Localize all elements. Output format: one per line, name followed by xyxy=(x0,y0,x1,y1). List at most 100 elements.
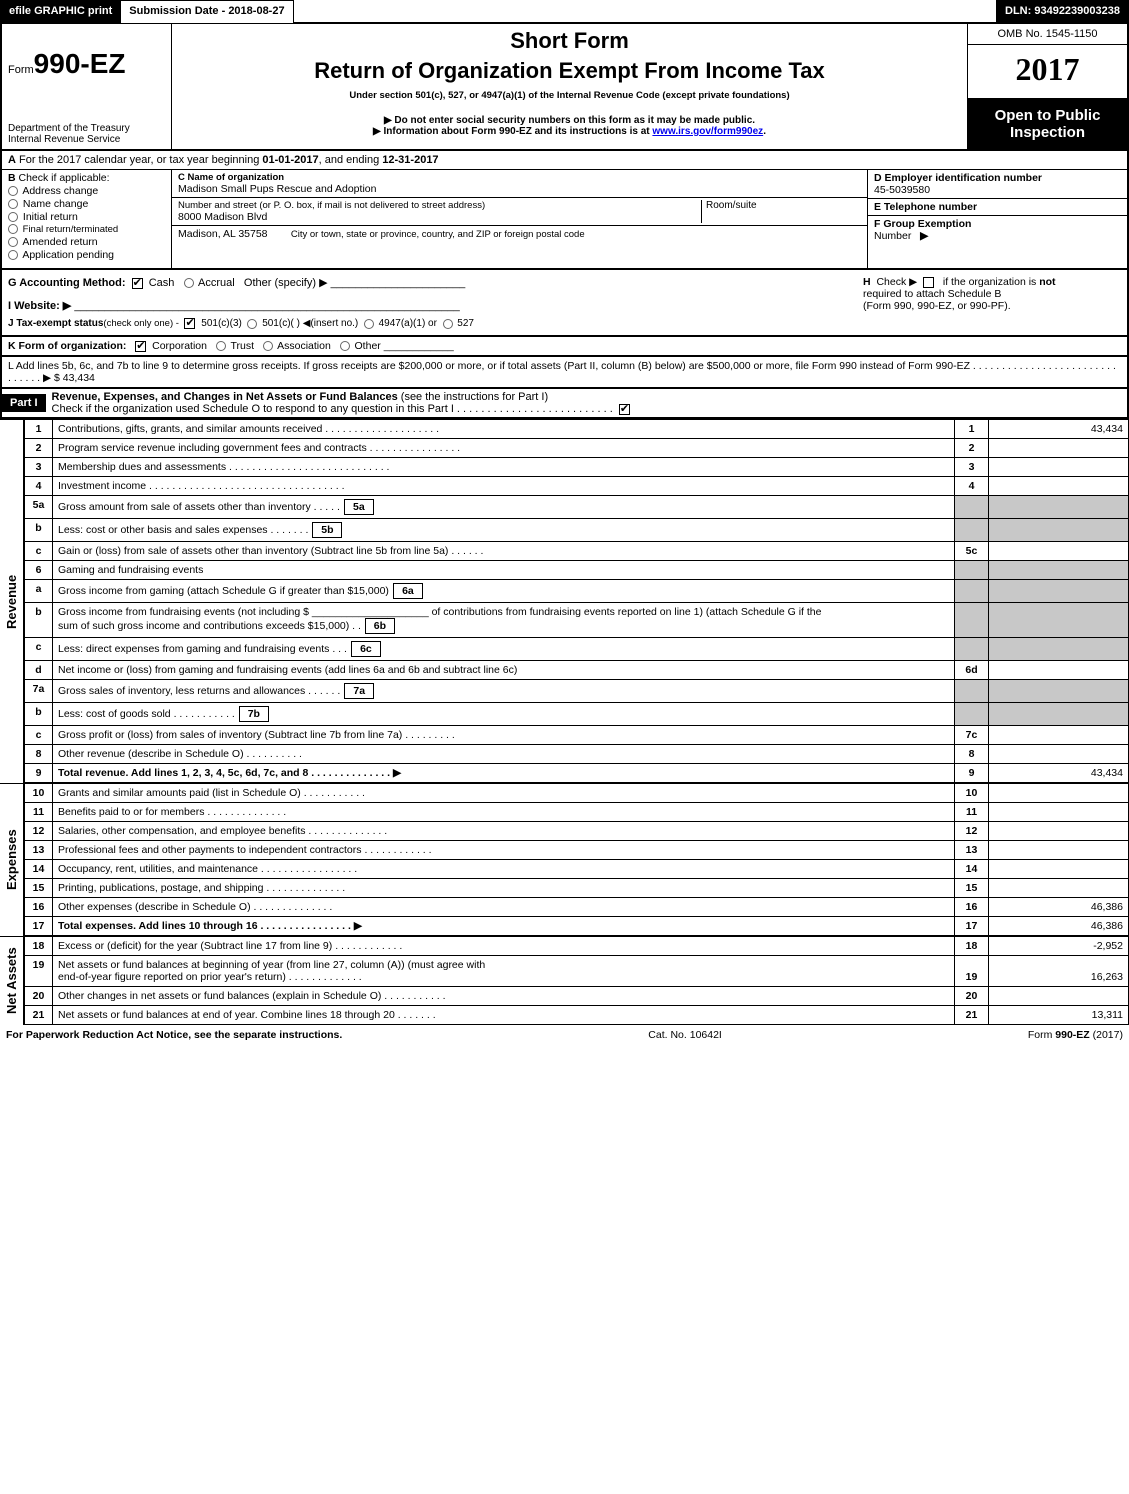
submission-date: Submission Date - 2018-08-27 xyxy=(121,0,293,24)
open-line-2: Inspection xyxy=(972,124,1123,141)
chk-527[interactable] xyxy=(443,319,453,329)
table-row: dNet income or (loss) from gaming and fu… xyxy=(25,661,1129,680)
J-sub: (check only one) - xyxy=(103,318,179,329)
table-row: 9Total revenue. Add lines 1, 2, 3, 4, 5c… xyxy=(25,764,1129,783)
chk-amended-return[interactable]: Amended return xyxy=(8,236,165,248)
section-H: H Check ▶ if the organization is not req… xyxy=(857,270,1127,335)
table-row: 17Total expenses. Add lines 10 through 1… xyxy=(25,917,1129,936)
dept-line-2: Internal Revenue Service xyxy=(8,134,120,145)
table-row: 2Program service revenue including gover… xyxy=(25,439,1129,458)
line-A: A For the 2017 calendar year, or tax yea… xyxy=(0,151,1129,169)
chk-name-change[interactable]: Name change xyxy=(8,198,165,210)
dept-line-1: Department of the Treasury xyxy=(8,123,130,134)
chk-association[interactable] xyxy=(263,341,273,351)
H-text-1: Check ▶ xyxy=(876,276,917,288)
street-label: Number and street (or P. O. box, if mail… xyxy=(178,200,701,211)
block-BCDEF: B Check if applicable: Address change Na… xyxy=(0,169,1129,270)
chk-501c3[interactable] xyxy=(184,318,195,329)
header-right: OMB No. 1545-1150 2017 Open to Public In… xyxy=(967,24,1127,149)
form-title: Return of Organization Exempt From Incom… xyxy=(178,58,961,84)
chk-other-org[interactable] xyxy=(340,341,350,351)
chk-trust[interactable] xyxy=(216,341,226,351)
table-row: 16Other expenses (describe in Schedule O… xyxy=(25,898,1129,917)
efile-print-button[interactable]: efile GRAPHIC print xyxy=(0,0,121,24)
part-I-sub: (see the instructions for Part I) xyxy=(398,391,548,403)
section-G-I-J: G Accounting Method: Cash Accrual Other … xyxy=(2,270,857,335)
chk-address-change[interactable]: Address change xyxy=(8,185,165,197)
chk-H[interactable] xyxy=(923,277,934,288)
city-label: City or town, state or province, country… xyxy=(291,229,585,240)
table-row: cGross profit or (loss) from sales of in… xyxy=(25,726,1129,745)
G-label: G Accounting Method: xyxy=(8,277,126,289)
chk-4947[interactable] xyxy=(364,319,374,329)
D-label: D Employer identification number xyxy=(874,172,1042,184)
I-label: I Website: ▶ xyxy=(8,300,71,312)
section-DEF: D Employer identification number 45-5039… xyxy=(867,170,1127,268)
part-I-header: Part I Revenue, Expenses, and Changes in… xyxy=(0,389,1129,419)
C-street-cell: Number and street (or P. O. box, if mail… xyxy=(172,198,867,226)
chk-501c[interactable] xyxy=(247,319,257,329)
C-name-cell: C Name of organization Madison Small Pup… xyxy=(172,170,867,198)
table-row: bLess: cost or other basis and sales exp… xyxy=(25,519,1129,542)
dln-label: DLN: 93492239003238 xyxy=(996,0,1129,24)
table-row: bLess: cost of goods sold . . . . . . . … xyxy=(25,703,1129,726)
table-row: 19Net assets or fund balances at beginni… xyxy=(25,956,1129,987)
line-I: I Website: ▶ ___________________________… xyxy=(8,299,851,312)
table-row: 11Benefits paid to or for members . . . … xyxy=(25,803,1129,822)
org-name: Madison Small Pups Rescue and Adoption xyxy=(178,183,861,195)
netassets-vlabel: Net Assets xyxy=(0,936,24,1025)
note-2-post: . xyxy=(763,126,766,137)
J-label: J Tax-exempt status xyxy=(8,318,103,329)
chk-initial-return[interactable]: Initial return xyxy=(8,211,165,223)
expenses-table: 10Grants and similar amounts paid (list … xyxy=(24,783,1129,936)
line-G: G Accounting Method: Cash Accrual Other … xyxy=(8,276,851,289)
revenue-vlabel: Revenue xyxy=(0,419,24,783)
E-cell: E Telephone number xyxy=(868,199,1127,216)
revenue-section: Revenue 1Contributions, gifts, grants, a… xyxy=(0,419,1129,783)
line-K: K Form of organization: Corporation Trus… xyxy=(0,337,1129,357)
topbar-spacer xyxy=(294,0,996,24)
table-row: 18Excess or (deficit) for the year (Subt… xyxy=(25,937,1129,956)
chk-final-return[interactable]: Final return/terminated xyxy=(8,224,165,235)
table-row: 21Net assets or fund balances at end of … xyxy=(25,1006,1129,1025)
chk-accrual[interactable] xyxy=(184,278,194,288)
form-header: Form990-EZ Department of the Treasury In… xyxy=(0,24,1129,151)
ein-value: 45-5039580 xyxy=(874,184,930,196)
tax-year: 2017 xyxy=(968,45,1127,99)
L-text: L Add lines 5b, 6c, and 7b to line 9 to … xyxy=(8,360,1116,384)
page-footer: For Paperwork Reduction Act Notice, see … xyxy=(0,1025,1129,1045)
G-other: Other (specify) ▶ xyxy=(244,277,328,289)
line-J: J Tax-exempt status(check only one) - 50… xyxy=(8,318,851,329)
H-not: not xyxy=(1039,276,1055,288)
table-row: 8Other revenue (describe in Schedule O) … xyxy=(25,745,1129,764)
table-row: 13Professional fees and other payments t… xyxy=(25,841,1129,860)
footer-right: Form 990-EZ (2017) xyxy=(1028,1029,1123,1041)
F-label: F Group Exemption xyxy=(874,218,971,230)
form-number-text: 990-EZ xyxy=(34,48,126,79)
expenses-section: Expenses 10Grants and similar amounts pa… xyxy=(0,783,1129,936)
note-1: ▶ Do not enter social security numbers o… xyxy=(178,115,961,126)
table-row: 1Contributions, gifts, grants, and simil… xyxy=(25,420,1129,439)
instructions-link[interactable]: www.irs.gov/form990ez xyxy=(652,126,763,137)
chk-cash[interactable] xyxy=(132,278,143,289)
table-row: cGain or (loss) from sale of assets othe… xyxy=(25,542,1129,561)
chk-application-pending[interactable]: Application pending xyxy=(8,249,165,261)
B-label: Check if applicable: xyxy=(19,172,110,184)
L-value: $ 43,434 xyxy=(54,372,95,384)
chk-corporation[interactable] xyxy=(135,341,146,352)
F-arrow-icon: ▶ xyxy=(920,230,928,242)
K-label: K Form of organization: xyxy=(8,340,126,352)
open-line-1: Open to Public xyxy=(972,107,1123,124)
part-I-label: Part I xyxy=(2,394,46,412)
line-A-mid: , and ending xyxy=(319,154,383,166)
C-label: C Name of organization xyxy=(178,172,284,183)
expenses-vlabel: Expenses xyxy=(0,783,24,936)
line-A-pre: For the 2017 calendar year, or tax year … xyxy=(19,154,262,166)
E-label: E Telephone number xyxy=(874,201,977,213)
header-left: Form990-EZ Department of the Treasury In… xyxy=(2,24,172,149)
chk-schedule-O[interactable] xyxy=(619,404,630,415)
section-C: C Name of organization Madison Small Pup… xyxy=(172,170,867,268)
table-row: 3Membership dues and assessments . . . .… xyxy=(25,458,1129,477)
form-subtitle: Under section 501(c), 527, or 4947(a)(1)… xyxy=(178,90,961,101)
top-bar: efile GRAPHIC print Submission Date - 20… xyxy=(0,0,1129,24)
